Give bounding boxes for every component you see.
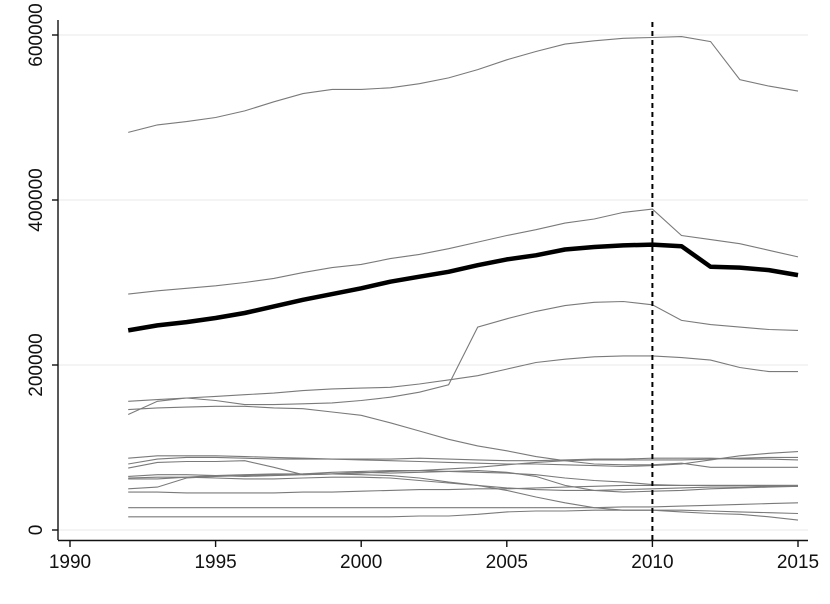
series-line-14 — [128, 502, 799, 509]
series-line-9 — [128, 456, 798, 477]
series-line-5 — [128, 405, 798, 468]
series-lines — [127, 36, 799, 521]
series-line-7 — [128, 451, 799, 468]
highlight-series-group — [127, 242, 799, 333]
x-tick-label: 1990 — [49, 552, 91, 573]
series-line-3 — [127, 300, 799, 416]
axes — [52, 20, 808, 547]
highlight-series-line — [127, 242, 799, 333]
x-tick-label: 2005 — [486, 552, 528, 573]
series-line-8 — [128, 460, 799, 493]
grid-lines — [58, 34, 808, 531]
y-tick-label: 600000 — [26, 3, 47, 66]
series-line-11 — [128, 470, 798, 490]
y-tick-label: 400000 — [26, 168, 47, 231]
series-line-1 — [128, 36, 799, 133]
series-line-13 — [128, 473, 799, 515]
y-tick-label: 0 — [26, 525, 47, 536]
series-line-15 — [128, 509, 799, 521]
y-tick-label: 200000 — [26, 333, 47, 396]
x-tick-label: 1995 — [194, 552, 236, 573]
series-line-2 — [128, 208, 799, 295]
series-line-12 — [128, 484, 798, 494]
x-tick-label: 2000 — [340, 552, 382, 573]
series-line-6 — [128, 455, 799, 462]
tick-labels: 0 200000 400000 600000 1990 1995 2000 2005 2010 2… — [26, 3, 819, 573]
x-tick-label: 2015 — [777, 552, 819, 573]
x-tick-label: 2010 — [631, 552, 673, 573]
series-line-4 — [128, 355, 798, 402]
